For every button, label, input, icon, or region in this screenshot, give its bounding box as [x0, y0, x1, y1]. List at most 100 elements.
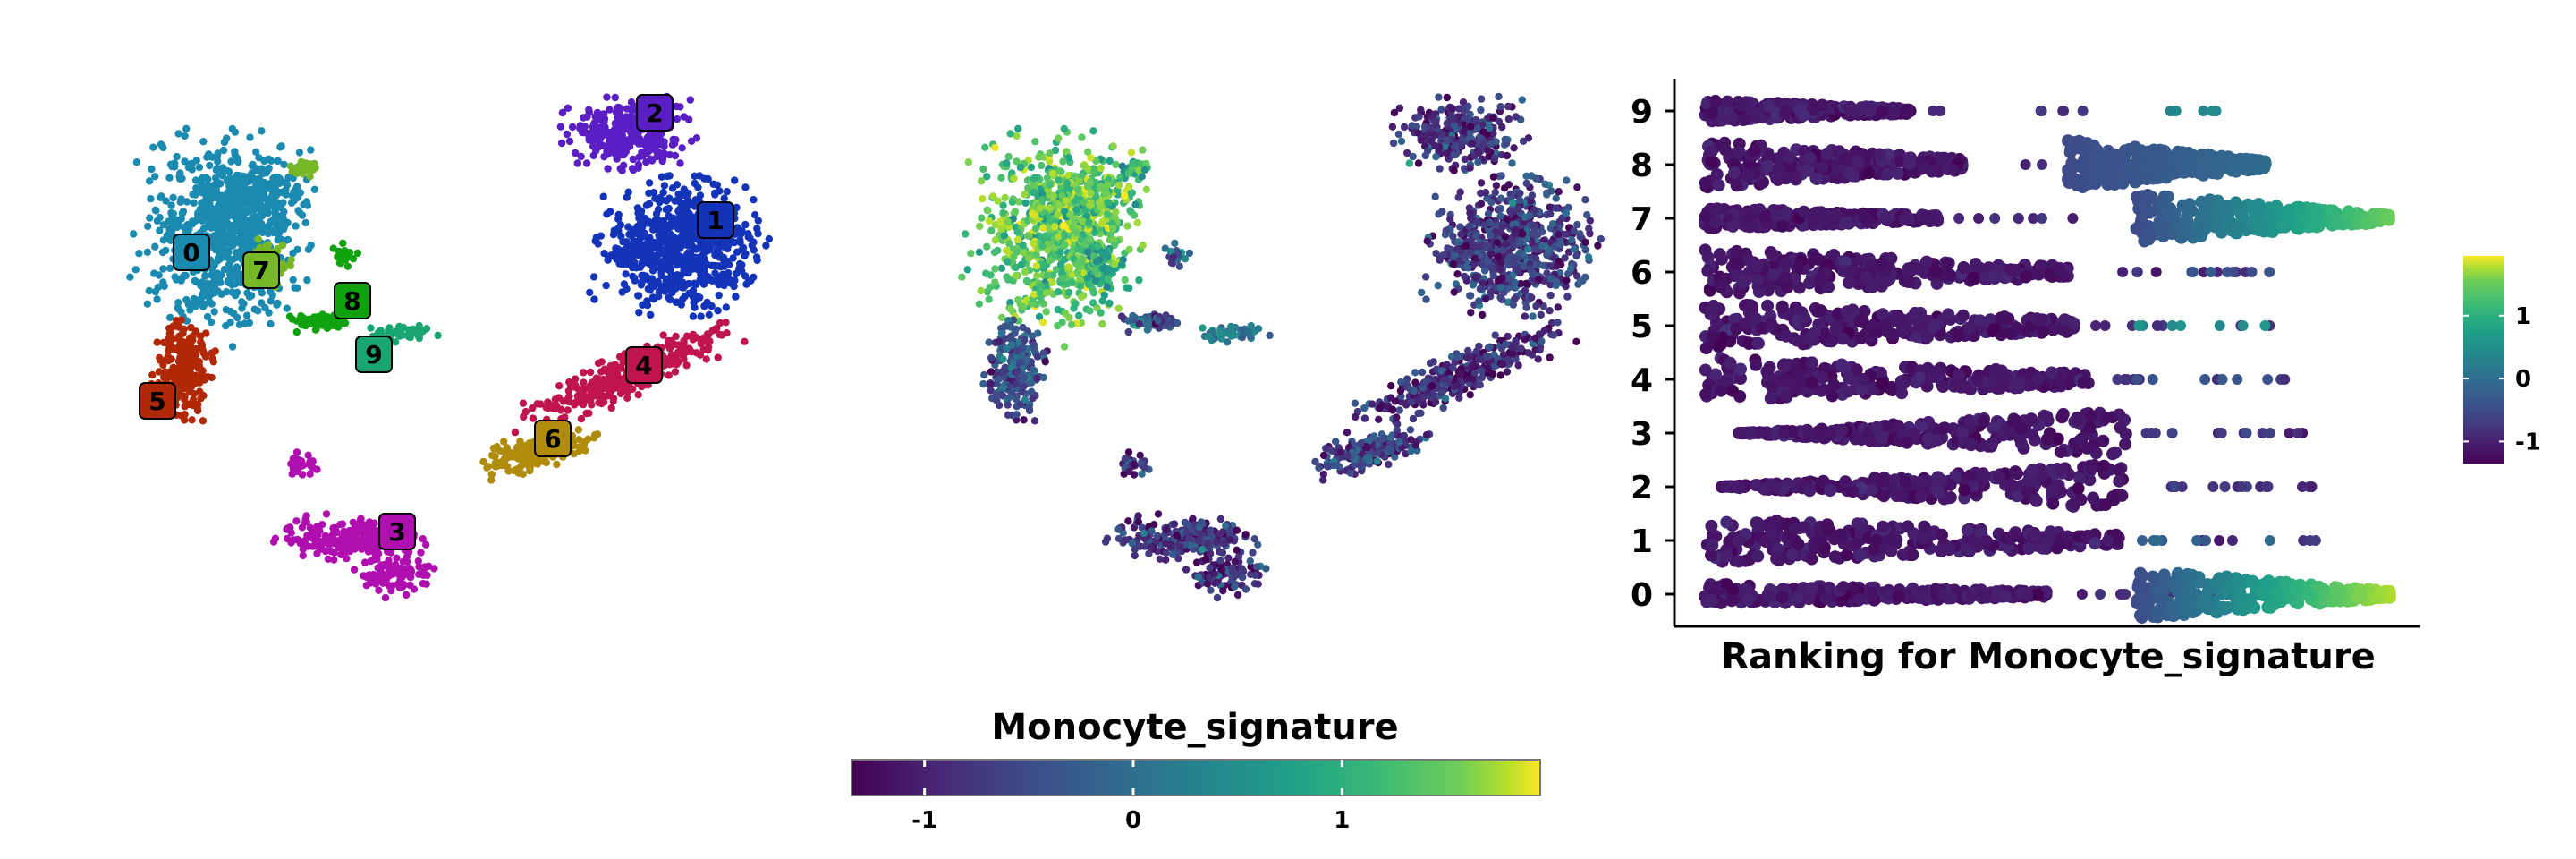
- umap-cluster-point: [487, 470, 496, 479]
- umap-cluster-point: [171, 159, 179, 167]
- umap-feature-point: [1475, 149, 1483, 157]
- umap-feature-point: [1022, 276, 1031, 285]
- umap-cluster-point: [585, 106, 593, 114]
- umap-cluster-point: [343, 542, 352, 551]
- umap-feature-point: [1036, 204, 1044, 212]
- umap-cluster-point: [529, 414, 538, 422]
- cluster-label: 8: [343, 286, 360, 316]
- umap-feature-point: [1266, 331, 1274, 340]
- umap-cluster-point: [265, 182, 273, 190]
- umap-feature-point: [977, 286, 986, 295]
- umap-feature-point: [978, 214, 986, 222]
- umap-feature-point: [1063, 179, 1072, 188]
- umap-cluster-point: [723, 188, 731, 196]
- umap-cluster-point: [362, 537, 371, 545]
- umap-cluster-point: [239, 217, 247, 225]
- umap-cluster-point: [182, 124, 191, 132]
- umap-cluster-point: [747, 276, 755, 285]
- umap-cluster-point: [149, 143, 157, 151]
- umap-cluster-point: [700, 174, 708, 183]
- umap-cluster-point: [209, 358, 217, 366]
- umap-cluster-point: [680, 336, 688, 345]
- umap-cluster-point: [167, 201, 175, 209]
- umap-feature-point: [1437, 106, 1445, 114]
- umap-cluster-point: [188, 416, 196, 424]
- umap-feature-point: [1098, 217, 1106, 225]
- umap-feature-point: [1125, 245, 1133, 254]
- umap-cluster-point: [233, 154, 242, 162]
- umap-cluster-point: [624, 188, 632, 196]
- umap-feature-point: [1017, 260, 1026, 269]
- umap-cluster-point: [369, 556, 378, 564]
- umap-cluster-point: [607, 404, 615, 412]
- umap-cluster-point: [649, 189, 658, 197]
- umap-cluster-point: [585, 409, 593, 417]
- umap-cluster-point: [265, 202, 274, 211]
- umap-cluster-point: [233, 263, 241, 271]
- umap-feature-point: [1106, 299, 1114, 308]
- umap-cluster-point: [724, 240, 733, 248]
- umap-feature-point: [979, 379, 987, 388]
- umap-cluster-point: [377, 327, 386, 336]
- umap-cluster-point: [154, 283, 163, 292]
- umap-cluster-point: [512, 451, 520, 460]
- umap-feature-point: [1004, 217, 1012, 226]
- umap-cluster-point: [283, 525, 291, 533]
- umap-cluster-point: [559, 397, 568, 405]
- umap-cluster-point: [222, 305, 230, 314]
- umap-cluster-point: [715, 291, 723, 300]
- umap-cluster-point: [634, 292, 643, 300]
- umap-feature-point: [1021, 395, 1030, 404]
- umap-cluster-point: [267, 217, 275, 225]
- umap-cluster-point: [309, 464, 317, 472]
- umap-cluster-point: [275, 230, 283, 238]
- umap-feature-point: [977, 177, 986, 185]
- umap-cluster-point: [192, 184, 200, 192]
- umap-cluster-point: [618, 122, 627, 130]
- umap-cluster-point: [189, 336, 197, 344]
- umap-feature-point: [1055, 134, 1063, 142]
- umap-cluster-point: [245, 293, 254, 301]
- umap-feature-point: [1199, 324, 1207, 332]
- umap-feature-point: [1443, 93, 1452, 102]
- umap-feature-point: [1016, 163, 1025, 172]
- umap-feature-point: [1089, 299, 1097, 307]
- umap-feature-point: [1400, 123, 1409, 132]
- umap-feature-point: [1175, 262, 1184, 270]
- umap-cluster-point: [279, 213, 287, 222]
- umap-cluster-point: [210, 308, 218, 316]
- umap-feature-point: [1001, 193, 1009, 202]
- umap-cluster-point: [573, 159, 581, 167]
- umap-cluster-point: [645, 200, 654, 208]
- cluster-label: 5: [148, 387, 165, 416]
- umap-cluster-point: [162, 246, 170, 255]
- umap-cluster-point: [227, 157, 235, 166]
- umap-feature-point: [1003, 159, 1011, 167]
- umap-cluster-point: [676, 159, 684, 167]
- umap-cluster-point: [387, 587, 395, 595]
- umap-feature-point: [1031, 138, 1039, 146]
- umap-cluster-point: [483, 464, 491, 472]
- umap-feature-point: [1449, 115, 1457, 123]
- umap-cluster-point: [673, 115, 682, 123]
- umap-cluster-point: [209, 232, 218, 240]
- umap-cluster-point: [611, 136, 619, 145]
- umap-feature-point: [1097, 202, 1106, 211]
- umap-feature-point: [1139, 241, 1147, 250]
- umap-feature-point: [1073, 185, 1082, 194]
- umap-feature-point: [1563, 176, 1571, 184]
- umap-cluster-point: [148, 165, 156, 174]
- umap-cluster-point: [222, 322, 230, 330]
- umap-feature-point: [1097, 309, 1105, 317]
- umap-feature-point: [1124, 327, 1133, 336]
- umap-cluster-point: [231, 148, 239, 156]
- umap-cluster-point: [294, 190, 303, 198]
- umap-feature-point: [1421, 273, 1430, 281]
- umap-cluster-point: [283, 181, 292, 190]
- umap-cluster-point: [659, 331, 667, 339]
- umap-cluster-point: [289, 191, 297, 200]
- umap-cluster-point: [289, 276, 297, 284]
- umap-cluster-point: [606, 106, 614, 114]
- umap-cluster-point: [339, 239, 347, 248]
